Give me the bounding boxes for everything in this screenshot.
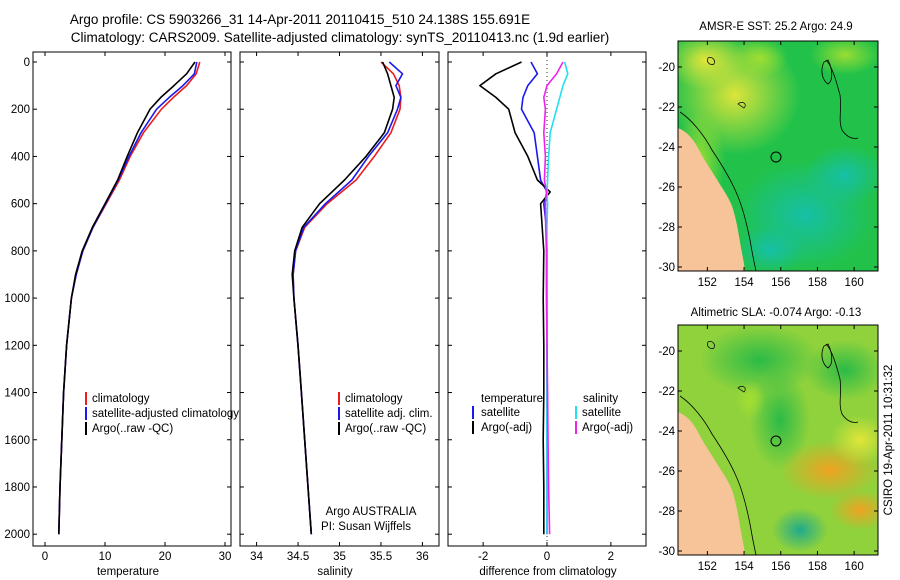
title-line-2: Climatology: CARS2009. Satellite-adjuste… xyxy=(71,30,610,45)
legend-temp-argo: Argo(-adj) xyxy=(481,422,532,434)
series-line-argo-raw-qc xyxy=(291,61,396,535)
x-tick-label: 30 xyxy=(219,551,232,563)
y-tick-label: 1400 xyxy=(4,388,30,400)
map-y-tick-label: -22 xyxy=(658,102,675,114)
map-y-tick-label: -28 xyxy=(658,506,675,518)
y-tick-label: 1000 xyxy=(4,293,30,305)
x-tick-label: 0 xyxy=(42,551,48,563)
x-tick-label: 34 xyxy=(250,551,263,563)
map-y-tick-label: -22 xyxy=(658,386,675,398)
map-x-tick-label: 158 xyxy=(808,561,827,573)
sst-land xyxy=(678,128,745,271)
salinity-xlabel: salinity xyxy=(317,566,352,578)
temperature-legend: climatology satellite-adjusted climatolo… xyxy=(85,392,239,435)
y-tick-label: 0 xyxy=(24,57,30,69)
sla-map-title: Altimetric SLA: -0.074 Argo: -0.13 xyxy=(691,307,862,319)
map-y-tick-label: -24 xyxy=(658,426,675,438)
sla-land xyxy=(678,412,745,555)
map-x-tick-label: 154 xyxy=(734,277,754,289)
series-line-salinity-satellite xyxy=(546,61,569,535)
map-y-tick-label: -28 xyxy=(658,222,675,234)
series-line-climatology xyxy=(58,61,201,535)
map-y-tick-label: -20 xyxy=(658,346,675,358)
x-tick-label: 0 xyxy=(544,551,550,563)
legend-sal-argo: Argo(-adj) xyxy=(582,422,633,434)
y-tick-label: 400 xyxy=(11,151,30,163)
x-tick-label: -2 xyxy=(478,551,488,563)
pi-note: PI: Susan Wijffels xyxy=(321,521,411,533)
x-tick-label: 10 xyxy=(99,551,112,563)
series-line-temperature-argo-adj xyxy=(479,61,552,535)
sst-map xyxy=(678,41,878,271)
map-y-tick-label: -20 xyxy=(658,62,675,74)
map-x-tick-label: 160 xyxy=(845,277,864,289)
x-tick-label: 34.5 xyxy=(287,551,309,563)
map-y-tick-label: -26 xyxy=(658,182,675,194)
map-x-tick-label: 160 xyxy=(845,561,864,573)
sst-map-title: AMSR-E SST: 25.2 Argo: 24.9 xyxy=(699,21,852,33)
map-x-tick-label: 154 xyxy=(734,561,754,573)
x-tick-label: 36 xyxy=(416,551,429,563)
map-y-tick-label: -30 xyxy=(658,262,675,274)
map-x-tick-label: 152 xyxy=(698,561,717,573)
difference-xlabel: difference from climatology xyxy=(479,566,616,578)
map-x-tick-label: 152 xyxy=(698,277,717,289)
legend-sal-satellite: satellite xyxy=(582,407,621,419)
x-tick-label: 2 xyxy=(608,551,614,563)
legend-satellite-adjusted: satellite-adjusted climatology xyxy=(92,408,239,420)
difference-legend: temperature salinity satellite Argo(-adj… xyxy=(472,393,633,434)
series-line-salinity-argo-adj xyxy=(542,61,564,535)
y-tick-label: 1200 xyxy=(4,340,30,352)
legend-argo: Argo(..raw -QC) xyxy=(345,423,426,435)
argo-australia-note: Argo AUSTRALIA xyxy=(326,506,417,518)
y-tick-label: 200 xyxy=(11,104,30,116)
legend-temperature-title: temperature xyxy=(481,393,543,405)
map-y-tick-label: -30 xyxy=(658,546,675,558)
sla-float-marker xyxy=(770,435,782,447)
x-tick-label: 20 xyxy=(159,551,172,563)
map-x-tick-label: 156 xyxy=(771,561,790,573)
temperature-xlabel: temperature xyxy=(97,566,159,578)
map-x-tick-label: 158 xyxy=(808,277,827,289)
y-tick-label: 1800 xyxy=(4,482,30,494)
y-tick-label: 600 xyxy=(11,199,30,211)
series-line-satellite-adj-clim xyxy=(292,61,404,535)
sla-map xyxy=(678,325,878,555)
legend-argo: Argo(..raw -QC) xyxy=(92,423,173,435)
title-line-1: Argo profile: CS 5903266_31 14-Apr-2011 … xyxy=(70,12,530,27)
series-line-argo-raw-qc xyxy=(58,61,196,535)
salinity-legend: climatology satellite adj. clim. Argo(..… xyxy=(338,392,433,435)
x-tick-label: 35 xyxy=(333,551,346,563)
temperature-axes xyxy=(32,51,232,547)
legend-salinity-title: salinity xyxy=(583,393,618,405)
sst-float-marker xyxy=(770,151,782,163)
csiro-credit: CSIRO 19-Apr-2011 10:31:32 xyxy=(883,365,895,516)
map-y-tick-label: -24 xyxy=(658,142,675,154)
x-tick-label: 35.5 xyxy=(370,551,392,563)
legend-satellite-adj: satellite adj. clim. xyxy=(345,408,433,420)
legend-temp-satellite: satellite xyxy=(481,407,520,419)
map-y-tick-label: -26 xyxy=(658,466,675,478)
legend-climatology: climatology xyxy=(92,393,150,405)
series-line-satellite-adjusted-climatology xyxy=(58,61,198,535)
y-tick-label: 2000 xyxy=(4,529,30,541)
y-tick-label: 800 xyxy=(11,246,30,258)
map-x-tick-label: 156 xyxy=(771,277,790,289)
salinity-axes xyxy=(239,51,440,547)
legend-climatology: climatology xyxy=(345,393,403,405)
y-tick-label: 1600 xyxy=(4,435,30,447)
